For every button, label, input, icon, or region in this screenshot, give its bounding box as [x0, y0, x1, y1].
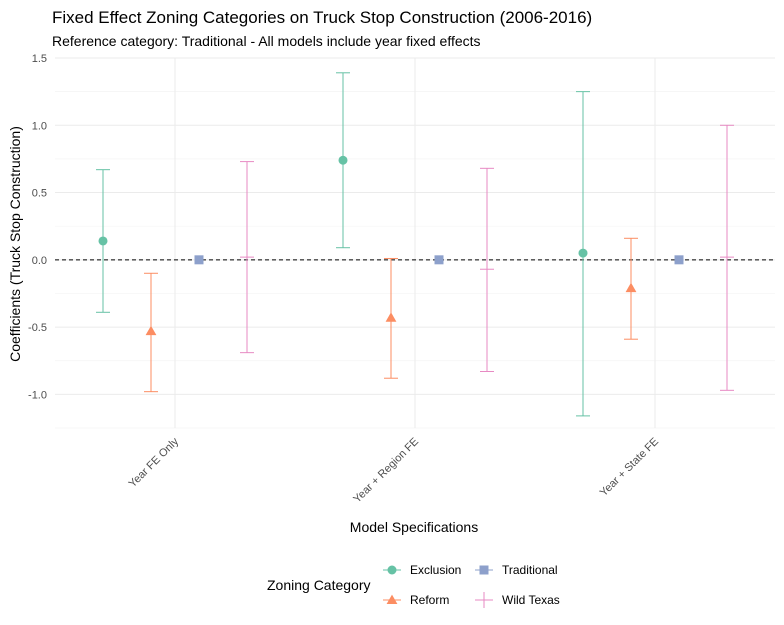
legend-key-circle [387, 565, 397, 575]
point-traditional [194, 255, 204, 265]
legend-label: Exclusion [410, 563, 461, 577]
errorbar-wild-texas [480, 167, 494, 372]
x-tick-label: Year + Region FE [351, 436, 421, 506]
chart-subtitle: Reference category: Traditional - All mo… [52, 33, 481, 49]
point-traditional [434, 255, 444, 265]
y-tick-label: 1.0 [32, 120, 47, 132]
legend-label: Reform [410, 593, 449, 607]
x-tick-label: Year + State FE [598, 436, 661, 499]
legend-item-exclusion: Exclusion [383, 563, 461, 577]
point-exclusion [338, 155, 348, 165]
legend-key-triangle [386, 594, 398, 605]
point-traditional [674, 255, 684, 265]
point-reform [625, 282, 637, 293]
legend-title: Zoning Category [267, 577, 371, 593]
point-reform [385, 312, 397, 322]
legend-item-reform: Reform [383, 593, 449, 607]
legend-label: Wild Texas [502, 593, 560, 607]
grid-lines [55, 57, 775, 429]
y-tick-label: 0.5 [32, 188, 47, 200]
x-tick-label: Year FE Only [127, 435, 182, 490]
legend-key-square [479, 565, 489, 575]
y-axis-title: Coefficients (Truck Stop Construction) [7, 126, 23, 362]
y-tick-label: 1.5 [32, 53, 47, 65]
point-exclusion [98, 236, 108, 246]
errorbar-wild-texas [720, 124, 734, 391]
legend-item-wild-texas: Wild Texas [475, 592, 560, 608]
y-axis-ticks: -1.0 -0.5 0.0 0.5 1.0 1.5 [28, 53, 47, 401]
data-marks [96, 72, 734, 417]
point-reform [145, 325, 157, 336]
x-axis-ticks: Year FE Only Year + Region FE Year + State… [127, 435, 661, 505]
point-exclusion [578, 248, 588, 258]
y-tick-label: 0.0 [32, 255, 47, 267]
chart-title: Fixed Effect Zoning Categories on Truck … [52, 8, 592, 27]
y-tick-label: -0.5 [28, 322, 47, 334]
legend-item-traditional: Traditional [475, 563, 558, 577]
legend: Exclusion Reform Traditional Wild Texas [383, 563, 560, 608]
y-tick-label: -1.0 [28, 389, 47, 401]
legend-label: Traditional [502, 563, 558, 577]
x-axis-title: Model Specifications [350, 519, 478, 535]
